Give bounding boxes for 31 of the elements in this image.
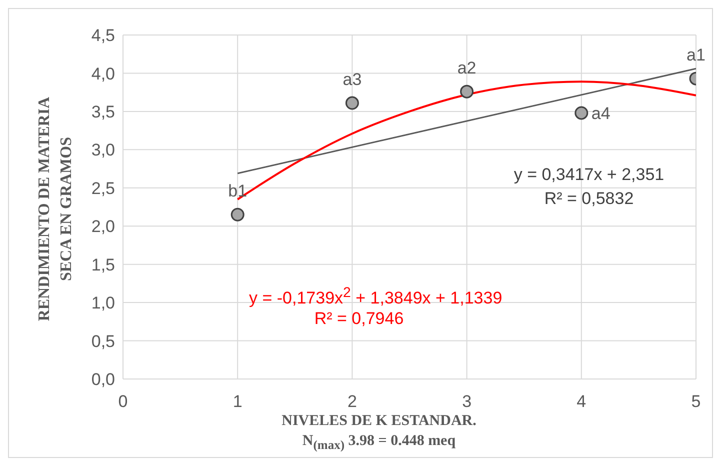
x-tick-label: 5 xyxy=(691,392,701,412)
y-tick-label: 3,0 xyxy=(91,140,115,160)
y-tick-label: 1,5 xyxy=(91,255,115,274)
y-tick-label: 0,5 xyxy=(91,332,115,351)
data-label: a1 xyxy=(686,46,706,65)
data-label: a2 xyxy=(457,58,476,78)
point xyxy=(230,208,244,222)
annotation: R² = 0,5832 xyxy=(543,189,635,209)
y-tick-label: 1,0 xyxy=(91,294,115,313)
y-tick-label: 0,0 xyxy=(91,370,115,390)
data-label: a3 xyxy=(342,70,362,90)
x-tick-label: 3 xyxy=(462,392,472,412)
y-tick-label: 2,0 xyxy=(91,217,115,236)
point xyxy=(574,106,588,120)
y-tick-label: 4,0 xyxy=(91,64,115,84)
x-tick-label: 0 xyxy=(118,392,128,412)
y-tick-label: 3,5 xyxy=(91,102,115,122)
x-tick-label: 2 xyxy=(347,392,357,412)
data-label: b1 xyxy=(228,182,248,201)
annotation: R² = 0,7946 xyxy=(313,309,405,329)
y-tick-label: 4,5 xyxy=(91,26,115,46)
annotation: y = 0,3417x + 2,351 xyxy=(512,165,666,185)
x-tick-label: 4 xyxy=(576,392,586,412)
point xyxy=(460,84,474,98)
annotation: y = -0,1739x$^{2}$ + 1,3849x + 1,1339 xyxy=(249,285,502,309)
x-tick-label: 1 xyxy=(232,392,242,412)
y-tick-label: 2,5 xyxy=(91,178,115,198)
y-axis-title: RENDIMIENTO DE MATERIA SECA EN GRAMOS xyxy=(35,96,76,324)
data-label: a4 xyxy=(591,104,610,123)
point xyxy=(345,96,359,110)
x-axis-title: NIVELES DE K ESTANDAR. N$_{(max)}$ 3.98 = 0.448 meq xyxy=(280,412,478,454)
